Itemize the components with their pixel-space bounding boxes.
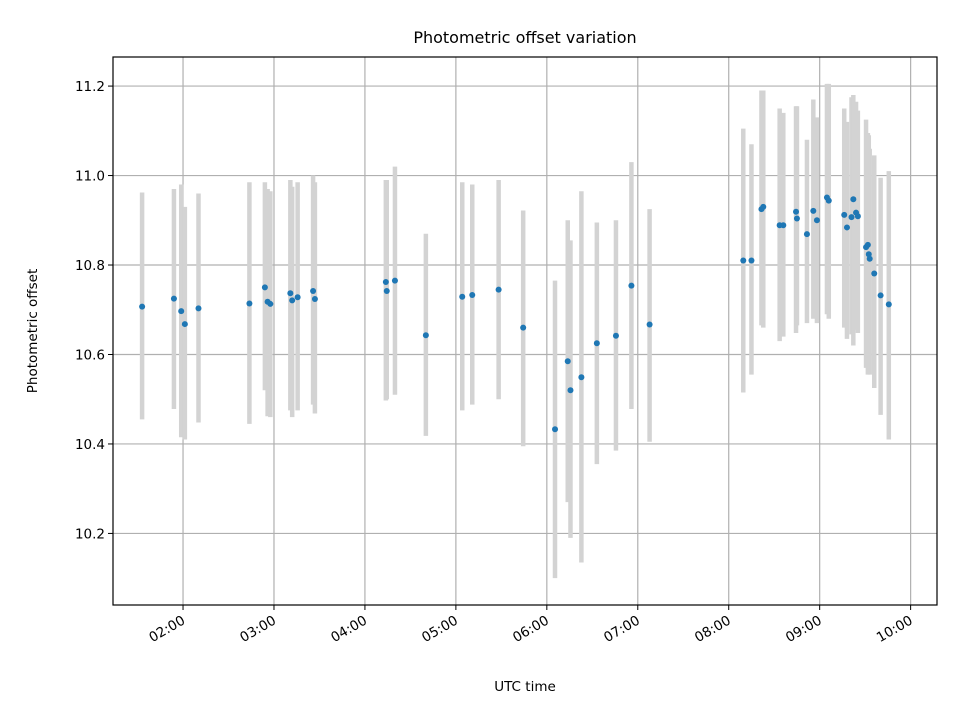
data-point [459, 293, 466, 300]
data-point [740, 257, 747, 264]
y-tick-label: 10.6 [75, 347, 105, 363]
chart-title: Photometric offset variation [413, 28, 636, 47]
data-point [391, 277, 398, 284]
data-point [760, 203, 767, 210]
data-point [289, 297, 296, 304]
data-point [178, 308, 185, 315]
y-axis-label: Photometric offset [25, 269, 41, 393]
data-point [520, 324, 527, 331]
data-point [748, 257, 755, 264]
data-point [810, 207, 817, 214]
data-points [139, 194, 892, 433]
data-point [871, 270, 878, 277]
data-point [195, 305, 202, 312]
data-point [793, 208, 800, 215]
data-point [803, 231, 810, 238]
data-point [877, 292, 884, 299]
data-point [848, 214, 855, 221]
data-point [469, 291, 476, 298]
data-point [310, 287, 317, 294]
data-point [495, 286, 502, 293]
data-point [564, 358, 571, 365]
data-point [567, 387, 574, 394]
data-point [246, 300, 253, 307]
data-point [646, 321, 653, 328]
data-point [287, 290, 294, 297]
data-point [865, 251, 872, 258]
data-point [780, 222, 787, 229]
data-point [593, 340, 600, 347]
data-point [382, 279, 389, 286]
data-point [843, 224, 850, 231]
y-tick-label: 10.2 [75, 526, 105, 542]
y-tick-label: 11.2 [75, 79, 105, 95]
data-point [181, 321, 188, 328]
data-point [841, 211, 848, 218]
data-point [139, 303, 146, 310]
y-tick-label: 10.4 [75, 437, 105, 453]
data-point [383, 287, 390, 294]
data-point [866, 255, 873, 262]
data-point [294, 294, 301, 301]
data-point [885, 301, 892, 308]
data-point [864, 241, 871, 248]
plot-frame [112, 56, 938, 606]
data-point [850, 196, 857, 203]
data-point [628, 282, 635, 289]
data-point [261, 284, 268, 291]
y-tick-label: 11.0 [75, 169, 105, 185]
y-tick-label: 10.8 [75, 258, 105, 274]
data-point [422, 332, 429, 339]
data-point [267, 300, 274, 307]
data-point [612, 332, 619, 339]
data-point [825, 197, 832, 204]
data-point [813, 217, 820, 224]
data-point [170, 295, 177, 302]
data-point [854, 213, 861, 220]
data-point [578, 374, 585, 381]
data-point [793, 215, 800, 222]
x-axis-label: UTC time [494, 679, 556, 695]
data-point [311, 296, 318, 303]
data-point [552, 426, 559, 433]
